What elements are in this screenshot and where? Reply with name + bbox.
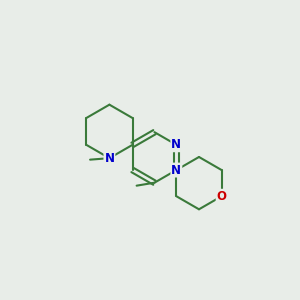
Text: N: N [171,164,181,177]
Text: N: N [104,152,114,165]
Text: N: N [171,138,181,151]
Text: O: O [217,190,226,203]
